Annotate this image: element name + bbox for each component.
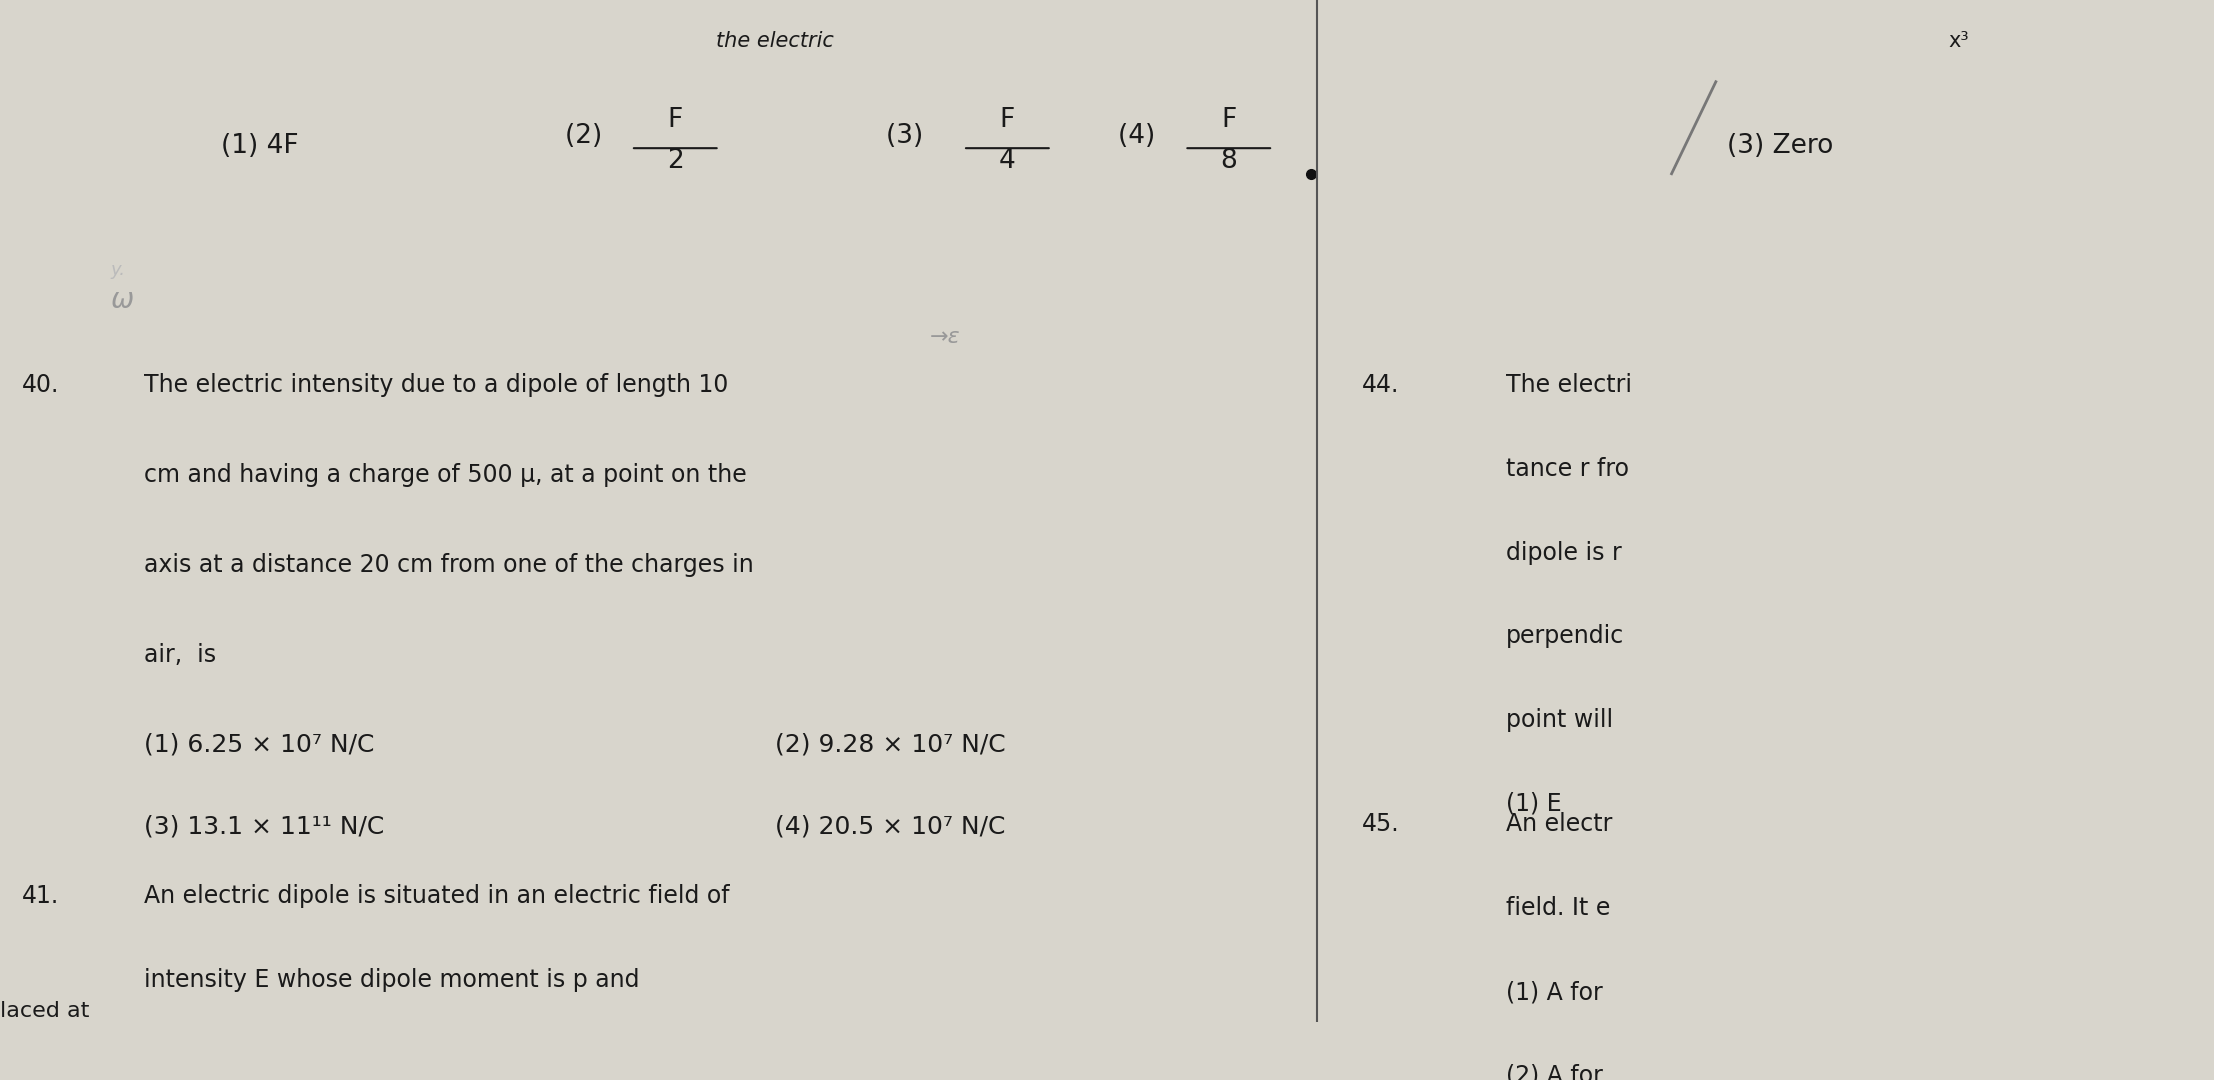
Text: x³: x³ <box>1948 30 1968 51</box>
Text: →ε: →ε <box>930 327 961 347</box>
Text: (4) 20.5 × 10⁷ N/C: (4) 20.5 × 10⁷ N/C <box>775 814 1005 838</box>
Text: (4): (4) <box>1118 123 1165 149</box>
Text: F: F <box>1001 107 1014 133</box>
Text: air,  is: air, is <box>144 643 217 666</box>
Text: (3) 13.1 × 11¹¹ N/C: (3) 13.1 × 11¹¹ N/C <box>144 814 385 838</box>
Text: (1) 4F: (1) 4F <box>221 133 299 159</box>
Text: 44.: 44. <box>1362 373 1399 397</box>
Text: y.: y. <box>111 260 126 279</box>
Text: F: F <box>1222 107 1235 133</box>
Text: intensity E whose dipole moment is p and: intensity E whose dipole moment is p and <box>144 968 640 991</box>
Text: field. It e: field. It e <box>1506 896 1610 920</box>
Text: (3) Zero: (3) Zero <box>1727 133 1833 159</box>
Text: 45.: 45. <box>1362 812 1399 836</box>
Text: (1) E: (1) E <box>1506 792 1561 816</box>
Text: 4: 4 <box>999 148 1016 174</box>
Text: (1) A for: (1) A for <box>1506 980 1603 1004</box>
Text: 40.: 40. <box>22 373 60 397</box>
Text: 41.: 41. <box>22 883 60 908</box>
Text: (3): (3) <box>886 123 932 149</box>
Text: dipole is r: dipole is r <box>1506 541 1621 565</box>
Text: ω: ω <box>111 286 135 314</box>
Text: the electric: the electric <box>715 30 835 51</box>
Text: F: F <box>669 107 682 133</box>
Text: An electr: An electr <box>1506 812 1612 836</box>
Text: The electric intensity due to a dipole of length 10: The electric intensity due to a dipole o… <box>144 373 728 397</box>
Text: laced at: laced at <box>0 1001 89 1022</box>
Text: 2: 2 <box>666 148 684 174</box>
Text: The electri: The electri <box>1506 373 1632 397</box>
Text: An electric dipole is situated in an electric field of: An electric dipole is situated in an ele… <box>144 883 731 908</box>
Text: 8: 8 <box>1220 148 1238 174</box>
Text: (2): (2) <box>565 123 611 149</box>
Text: (2) A for: (2) A for <box>1506 1064 1603 1080</box>
Text: axis at a distance 20 cm from one of the charges in: axis at a distance 20 cm from one of the… <box>144 553 753 577</box>
Text: point will: point will <box>1506 708 1612 732</box>
Text: tance r fro: tance r fro <box>1506 457 1630 481</box>
Text: (1) 6.25 × 10⁷ N/C: (1) 6.25 × 10⁷ N/C <box>144 732 374 757</box>
Text: (2) 9.28 × 10⁷ N/C: (2) 9.28 × 10⁷ N/C <box>775 732 1005 757</box>
Text: perpendic: perpendic <box>1506 624 1623 648</box>
Text: cm and having a charge of 500 μ, at a point on the: cm and having a charge of 500 μ, at a po… <box>144 463 746 487</box>
